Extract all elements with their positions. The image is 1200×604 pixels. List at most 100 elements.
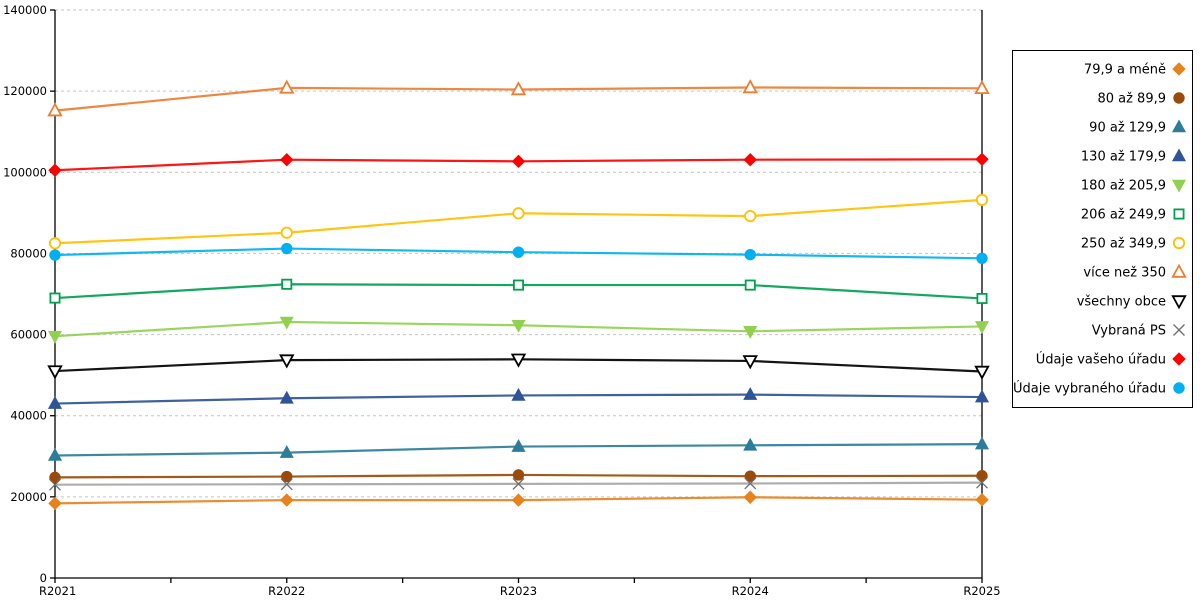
triangle-up-marker-icon	[279, 79, 295, 94]
series-180-az-205-9[interactable]	[47, 316, 990, 344]
series-vsechny-obce[interactable]	[47, 353, 990, 380]
triangle-down-marker-icon	[47, 330, 63, 344]
legend-item-250-az-349-9[interactable]: 250 až 349,9	[1081, 236, 1186, 252]
triangle-up-marker-icon	[279, 390, 294, 404]
circle-marker-icon	[512, 207, 525, 220]
circle-marker-icon	[976, 470, 988, 482]
legend-item-180-az-205-9[interactable]: 180 až 205,9	[1081, 179, 1187, 194]
circle-marker-icon	[1173, 382, 1185, 394]
diamond-marker-icon	[511, 493, 526, 507]
square-marker-icon	[1173, 208, 1185, 220]
x-axis-tick-label: R2024	[732, 584, 769, 598]
circle-marker-icon	[744, 210, 757, 223]
series-90-az-129-9[interactable]	[47, 436, 990, 461]
series-udaje-vaseho-uradu[interactable]	[48, 152, 989, 177]
series-line	[54, 198, 983, 245]
triangle-down-marker-icon	[974, 321, 990, 334]
series-250-az-349-9[interactable]	[48, 193, 989, 250]
circle-marker-icon	[744, 470, 756, 482]
legend-item-label: 80 až 89,9	[1097, 92, 1166, 107]
legend-item-label: všechny obce	[1077, 295, 1166, 310]
diamond-marker-icon	[1172, 62, 1186, 76]
diamond-marker-icon	[1172, 352, 1186, 366]
triangle-up-marker-icon	[974, 389, 990, 403]
legend-item-label: 79,9 a méně	[1084, 63, 1166, 78]
x-axis-tick-label: R2022	[268, 584, 305, 598]
series-udaje-vybraneho-uradu[interactable]	[49, 242, 988, 264]
diamond-marker-icon	[280, 493, 294, 507]
circle-marker-icon	[512, 246, 525, 258]
legend-item-label: Vybraná PS	[1092, 324, 1166, 339]
legend-item-130-az-179-9[interactable]: 130 až 179,9	[1081, 148, 1187, 165]
triangle-up-marker-icon	[974, 436, 990, 450]
diamond-marker-icon	[280, 153, 294, 167]
legend-item-label: 130 až 179,9	[1081, 150, 1166, 165]
circle-marker-icon	[976, 252, 988, 264]
legend-item-udaje-vybraneho-uradu[interactable]: Údaje vybraného úřadu	[1013, 381, 1185, 397]
triangle-down-marker-icon	[974, 365, 990, 380]
triangle-down-marker-icon	[742, 355, 758, 370]
circle-marker-icon	[1172, 236, 1186, 250]
y-axis-tick-label: 140000	[3, 3, 47, 17]
legend: 79,9 a méně 80 až 89,9 90 až 129,9 130 až 1…	[1012, 50, 1193, 408]
legend-item-udaje-vaseho-uradu[interactable]: Údaje vašeho úřadu	[1036, 352, 1186, 368]
series-206-az-249-9[interactable]	[49, 278, 988, 304]
y-axis-tick-label: 60000	[10, 328, 47, 342]
circle-marker-icon	[281, 242, 293, 255]
circle-marker-icon	[280, 226, 293, 239]
series-130-az-179-9[interactable]	[47, 387, 990, 409]
series-vice-nez-350[interactable]	[47, 79, 990, 117]
legend-item-label: více než 350	[1083, 266, 1166, 281]
diamond-marker-icon	[511, 154, 526, 169]
circle-marker-icon	[744, 248, 756, 261]
square-marker-icon	[976, 292, 988, 304]
triangle-up-marker-icon	[1171, 119, 1187, 133]
square-marker-icon	[281, 278, 293, 290]
triangle-up-marker-icon	[742, 79, 758, 94]
circle-marker-icon	[49, 471, 61, 484]
square-marker-icon	[49, 292, 61, 304]
legend-item-90-az-129-9[interactable]: 90 až 129,9	[1089, 119, 1187, 136]
triangle-down-marker-icon	[511, 319, 526, 333]
diamond-marker-icon	[743, 490, 757, 504]
triangle-down-marker-icon	[510, 353, 527, 368]
legend-item-label: Údaje vašeho úřadu	[1036, 352, 1166, 368]
x-axis-tick-label: R2021	[39, 584, 76, 598]
legend-item-vybrana-ps[interactable]: Vybraná PS	[1092, 324, 1185, 339]
circle-marker-icon	[975, 193, 989, 206]
series-80-az-89-9[interactable]	[49, 469, 988, 484]
series-vybrana-ps[interactable]	[49, 476, 988, 491]
x-marker-icon	[49, 478, 61, 491]
triangle-up-marker-icon	[279, 445, 294, 458]
circle-marker-icon	[281, 470, 293, 483]
triangle-down-marker-icon	[279, 316, 294, 330]
circle-marker-icon	[1173, 92, 1185, 104]
triangle-up-marker-icon	[47, 447, 63, 461]
x-marker-icon	[512, 477, 525, 490]
legend-item-79-9-a-mene[interactable]: 79,9 a méně	[1084, 62, 1186, 78]
legend-item-vsechny-obce[interactable]: všechny obce	[1077, 295, 1187, 310]
square-marker-icon	[744, 279, 756, 291]
x-axis-tick-label: R2023	[500, 584, 537, 598]
triangle-up-marker-icon	[743, 387, 758, 400]
legend-item-label: 250 až 349,9	[1081, 237, 1166, 252]
legend-item-206-az-249-9[interactable]: 206 až 249,9	[1081, 208, 1185, 223]
triangle-up-marker-icon	[511, 387, 526, 401]
x-marker-icon	[976, 476, 988, 489]
legend-item-vice-nez-350[interactable]: více než 350	[1083, 263, 1187, 281]
triangle-up-marker-icon	[1171, 263, 1187, 278]
legend-item-80-az-89-9[interactable]: 80 až 89,9	[1097, 92, 1185, 107]
circle-marker-icon	[512, 469, 525, 481]
diamond-marker-icon	[975, 492, 989, 507]
triangle-up-marker-icon	[1171, 148, 1187, 162]
series-79-9-a-mene[interactable]	[48, 490, 989, 511]
legend-item-label: 90 až 129,9	[1089, 121, 1166, 136]
legend-item-label: 206 až 249,9	[1081, 208, 1166, 223]
diamond-marker-icon	[975, 152, 989, 167]
triangle-up-marker-icon	[974, 79, 990, 95]
legend-box	[1012, 50, 1193, 408]
diamond-marker-icon	[48, 163, 62, 177]
y-axis-tick-label: 100000	[3, 165, 47, 179]
